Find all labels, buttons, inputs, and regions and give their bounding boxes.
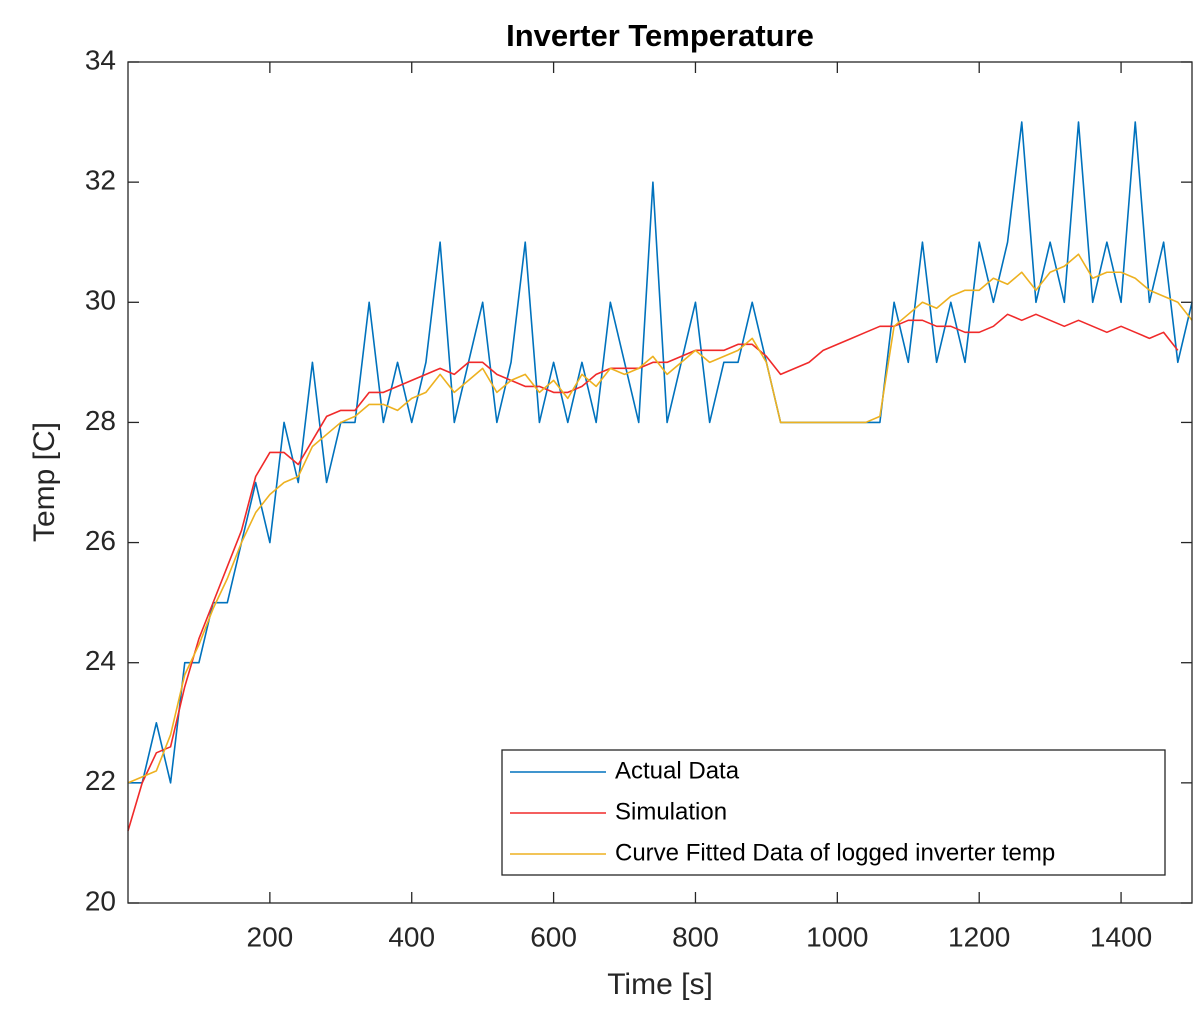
axes-box — [127, 61, 1193, 904]
x-tick-label: 1000 — [806, 921, 868, 952]
y-tick-label: 28 — [85, 405, 116, 436]
legend-label: Simulation — [615, 798, 727, 825]
chart-title: Inverter Temperature — [506, 18, 814, 53]
y-tick-label: 22 — [85, 765, 116, 796]
legend-label: Curve Fitted Data of logged inverter tem… — [615, 839, 1055, 866]
y-axis-label: Temp [C] — [28, 422, 61, 542]
series-line — [127, 313, 1179, 832]
series-line — [127, 253, 1193, 784]
x-tick-label: 1200 — [948, 921, 1010, 952]
legend-box — [501, 749, 1166, 876]
y-tick-label: 34 — [85, 44, 116, 75]
y-tick-label: 20 — [85, 885, 116, 916]
x-tick-label: 600 — [530, 921, 577, 952]
x-tick-label: 200 — [247, 921, 294, 952]
x-tick-label: 400 — [388, 921, 435, 952]
x-tick-label: 800 — [672, 921, 719, 952]
x-axis-label: Time [s] — [607, 968, 713, 1001]
y-tick-label: 30 — [85, 285, 116, 316]
y-tick-label: 32 — [85, 165, 116, 196]
legend: Actual Data Simulation Curve Fitted Data o… — [501, 749, 1166, 876]
x-tick-label: 1400 — [1090, 921, 1152, 952]
legend-label: Actual Data — [615, 757, 740, 784]
series-line — [128, 121, 1193, 784]
y-tick-label: 24 — [85, 645, 116, 676]
y-tick-label: 26 — [85, 525, 116, 556]
